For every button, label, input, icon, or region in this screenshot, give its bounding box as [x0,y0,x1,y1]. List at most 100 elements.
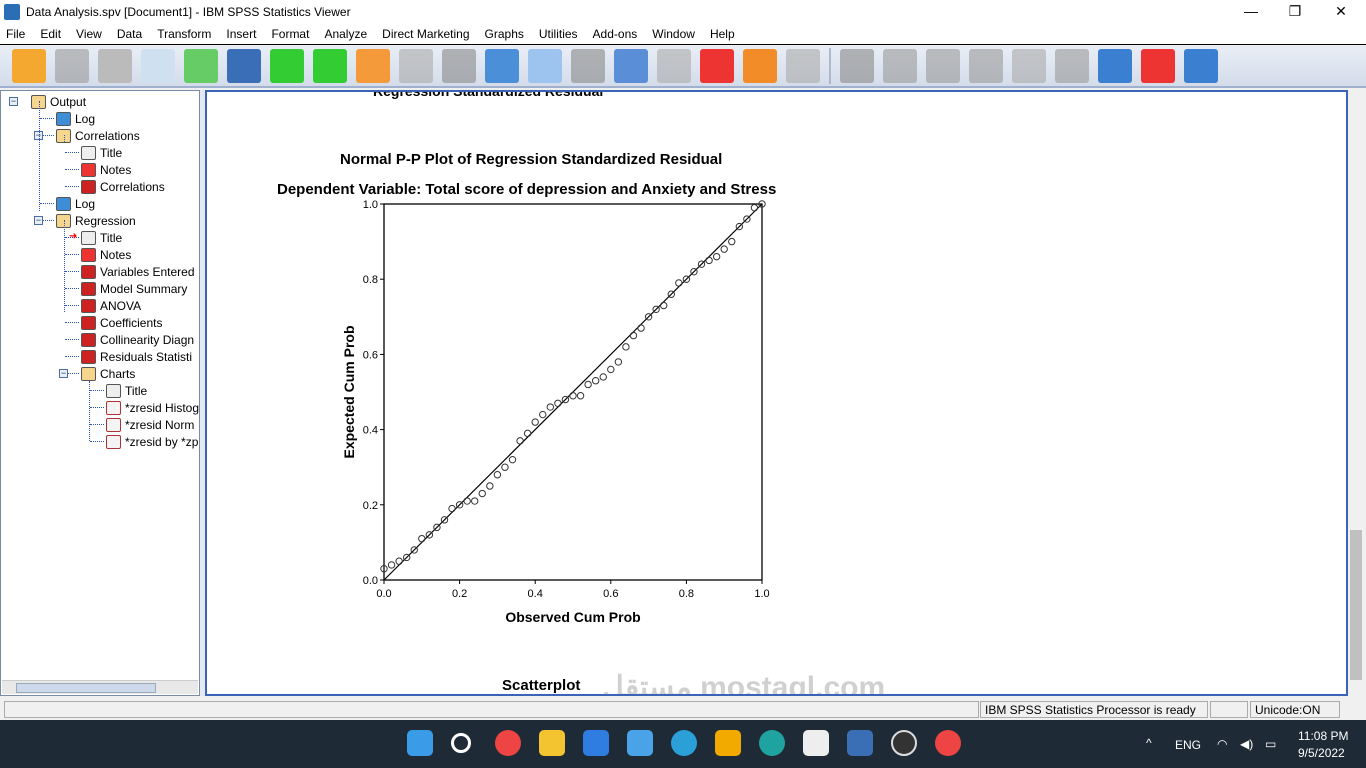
wifi-icon[interactable]: ◠ [1217,737,1228,751]
snipping-tool-icon[interactable] [803,730,829,756]
chrome-icon[interactable] [495,730,521,756]
tree-item-charts[interactable]: Charts [81,365,135,382]
goto-case-icon[interactable] [399,49,433,83]
clock-time[interactable]: 11:08 PM [1298,729,1349,743]
demote-icon[interactable] [883,49,917,83]
menu-window[interactable]: Window [652,27,695,41]
file-explorer-icon[interactable] [539,730,565,756]
run-script-icon[interactable] [743,49,777,83]
tree-item-notes[interactable]: Notes [81,246,131,263]
insert-text-icon[interactable] [1184,49,1218,83]
tree-item-regression[interactable]: Regression [56,212,136,229]
mail-icon[interactable] [583,730,609,756]
tree-item-coefficients[interactable]: Coefficients [81,314,162,331]
collapse-toggle[interactable]: − [34,215,43,225]
chrome-profile-icon[interactable] [935,730,961,756]
promote-icon[interactable] [840,49,874,83]
volume-icon[interactable]: ◀) [1240,737,1254,751]
scroll-thumb[interactable] [1350,530,1362,680]
collapse-toggle[interactable]: − [9,96,18,106]
tree-item-log[interactable]: Log [56,110,95,127]
menu-data[interactable]: Data [116,27,143,41]
menu-graphs[interactable]: Graphs [484,27,524,41]
spell-check-icon[interactable] [614,49,648,83]
tree-item-residuals-statisti[interactable]: Residuals Statisti [81,348,192,365]
show-all-variables-icon[interactable] [571,49,605,83]
menu-view[interactable]: View [76,27,102,41]
tree-item-log[interactable]: Log [56,195,95,212]
print-preview-icon[interactable] [141,49,175,83]
language-indicator[interactable]: ENG [1175,738,1202,752]
search-icon[interactable] [451,733,471,753]
close-button[interactable]: ✕ [1335,3,1347,19]
maximize-button[interactable]: ❐ [1288,3,1302,19]
collapse-toggle[interactable]: − [34,130,43,140]
insert-title-icon[interactable] [1141,49,1175,83]
menu-analyze[interactable]: Analyze [324,27,368,41]
menu-direct-marketing[interactable]: Direct Marketing [382,27,470,41]
tree-item-variables-entered[interactable]: Variables Entered [81,263,195,280]
designate-window-icon[interactable] [657,49,691,83]
menu-format[interactable]: Format [271,27,310,41]
save-icon[interactable] [55,49,89,83]
pp-plot[interactable]: 0.0 0.2 0.4 0.6 0.8 1.0 0.0 0.2 0.4 0.6 0.8 1.0 Obse… [327,192,787,632]
spss-taskbar-icon[interactable] [847,730,873,756]
minimize-button[interactable]: — [1244,3,1258,19]
tree-item-notes[interactable]: Notes [81,161,131,178]
pivot-icon[interactable] [786,49,820,83]
content-vertical-scrollbar[interactable] [1348,90,1364,696]
media-player-icon[interactable] [891,730,917,756]
tree-item-zresid-by-zp[interactable]: *zresid by *zp [106,433,198,450]
log-icon [56,196,71,211]
redo-icon[interactable] [313,49,347,83]
collapse-toggle[interactable]: − [59,368,68,378]
battery-icon[interactable]: ▭ [1265,737,1277,751]
menu-utilities[interactable]: Utilities [538,27,578,41]
store-icon[interactable] [627,730,653,756]
menu-add-ons[interactable]: Add-ons [592,27,638,41]
recall-dialog-icon[interactable] [227,49,261,83]
tree-item-title[interactable]: Title [81,229,122,246]
variables-icon[interactable] [485,49,519,83]
tree-item-zresid-histog[interactable]: *zresid Histog [106,399,199,416]
scroll-thumb[interactable] [16,683,156,693]
print-icon[interactable] [98,49,132,83]
menu-file[interactable]: File [6,27,26,41]
collapse-icon[interactable] [969,49,1003,83]
tree-item-zresid-norm[interactable]: *zresid Norm [106,416,194,433]
expand-icon[interactable] [926,49,960,83]
tree-item-collinearity-diagn[interactable]: Collinearity Diagn [81,331,194,348]
use-sets-icon[interactable] [528,49,562,83]
goto-variable-icon[interactable] [442,49,476,83]
tree-item-correlations[interactable]: Correlations [81,178,165,195]
tree-item-model-summary[interactable]: Model Summary [81,280,187,297]
menu-transform[interactable]: Transform [157,27,212,41]
pane-splitter[interactable] [200,90,205,696]
menu-bar: File Edit View Data Transform Insert Format Ana… [0,24,1366,45]
edge-icon[interactable] [759,730,785,756]
open-icon[interactable] [12,49,46,83]
app-icon[interactable] [715,730,741,756]
tree-item-anova[interactable]: ANOVA [81,297,141,314]
undo-icon[interactable] [270,49,304,83]
clock-date[interactable]: 9/5/2022 [1298,746,1345,760]
goto-data-icon[interactable] [356,49,390,83]
script-icon[interactable] [700,49,734,83]
hide-icon[interactable] [1055,49,1089,83]
tree-item-correlations[interactable]: Correlations [56,127,140,144]
menu-insert[interactable]: Insert [226,27,257,41]
tree-item-title[interactable]: Title [106,382,147,399]
start-icon[interactable] [407,730,433,756]
menu-help[interactable]: Help [709,27,735,41]
export-icon[interactable] [184,49,218,83]
tree-item-label: Notes [100,162,132,177]
telegram-icon[interactable] [671,730,697,756]
data-point [743,215,751,223]
tree-item-title[interactable]: Title [81,144,122,161]
tree-horizontal-scrollbar[interactable] [2,680,198,694]
menu-edit[interactable]: Edit [40,27,62,41]
show-icon[interactable] [1012,49,1046,83]
tray-overflow-icon[interactable]: ^ [1146,736,1152,750]
insert-heading-icon[interactable] [1098,49,1132,83]
tree-item-output[interactable]: Output [31,93,86,110]
